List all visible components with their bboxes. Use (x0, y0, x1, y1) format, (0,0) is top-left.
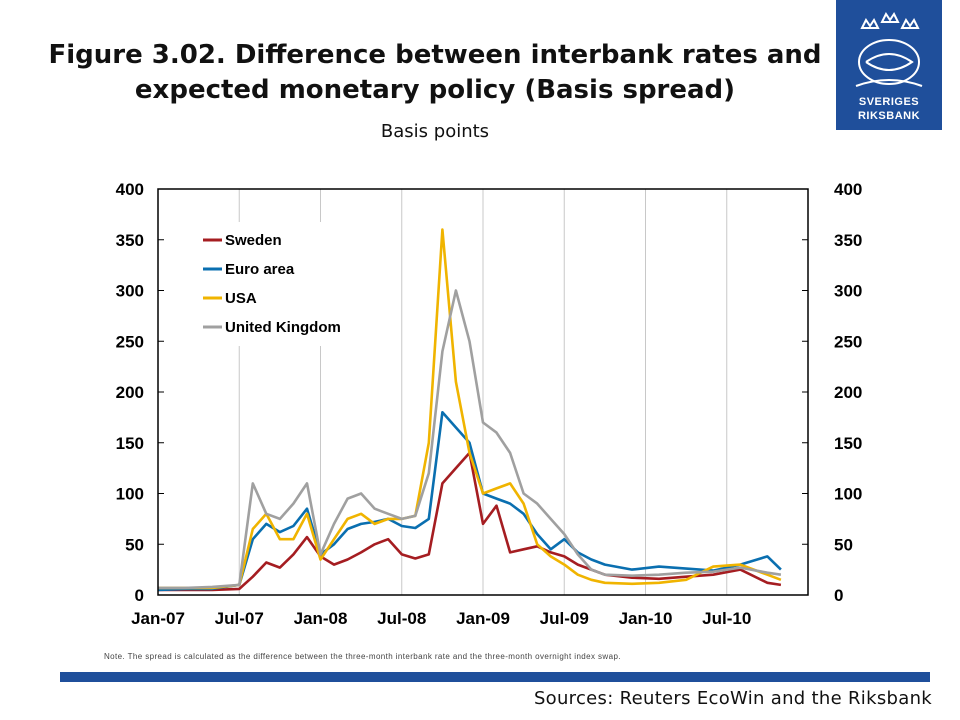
y-tick-label: 150 (116, 434, 144, 453)
y-tick-label-right: 100 (834, 485, 862, 504)
series-line-euro-area (157, 411, 782, 592)
brand-band (60, 672, 930, 682)
y-tick-label: 100 (116, 485, 144, 504)
legend-box (197, 222, 363, 346)
y-tick-label: 250 (116, 332, 144, 351)
y-tick-label-right: 350 (834, 231, 862, 250)
chart: 0 0 50 50 100 100 150 150 200 200 250 250 300 300 350 3… (116, 180, 863, 628)
y-tick-label: 0 (135, 586, 144, 605)
legend-label: Sweden (225, 232, 282, 249)
x-tick-label: Jul-07 (215, 609, 264, 628)
x-tick-label: Jul-09 (540, 609, 589, 628)
series-line-sweden (158, 451, 782, 592)
y-tick-label-right: 250 (834, 332, 862, 351)
chart-source: Sources: Reuters EcoWin and the Riksbank (533, 688, 932, 709)
x-tick-label: Jan-08 (294, 609, 348, 628)
x-tick-label: Jul-08 (377, 609, 426, 628)
y-tick-label: 50 (125, 535, 144, 554)
legend-label: United Kingdom (225, 319, 341, 336)
chart-title: Figure 3.02. Difference between interban… (48, 40, 822, 105)
series-line-usa (158, 228, 782, 590)
series-line-united-kingdom (158, 289, 782, 590)
y-tick-label-right: 300 (834, 282, 862, 301)
logo-line1: SVERIGES (858, 96, 920, 108)
y-tick-label: 400 (116, 180, 144, 199)
riksbank-crest-icon (855, 12, 923, 87)
y-tick-label: 200 (116, 383, 144, 402)
x-tick-label: Jan-10 (619, 609, 673, 628)
y-tick-label-right: 200 (834, 383, 862, 402)
x-tick-label: Jan-07 (131, 609, 185, 628)
x-tick-label: Jan-09 (456, 609, 510, 628)
logo-line2: RIKSBANK (857, 110, 921, 122)
chart-subtitle: Basis points (380, 121, 490, 142)
legend-label: USA (225, 290, 257, 307)
y-tick-label-right: 0 (834, 586, 843, 605)
legend-label: Euro area (225, 261, 295, 278)
y-tick-label: 300 (116, 282, 144, 301)
y-tick-label: 350 (116, 231, 144, 250)
chart-note: Note. The spread is calculated as the di… (104, 652, 621, 661)
y-tick-label-right: 150 (834, 434, 862, 453)
y-tick-label-right: 50 (834, 535, 853, 554)
y-tick-label-right: 400 (834, 180, 862, 199)
x-tick-label: Jul-10 (702, 609, 751, 628)
riksbank-logo: SVERIGES RIKSBANK (836, 0, 942, 130)
